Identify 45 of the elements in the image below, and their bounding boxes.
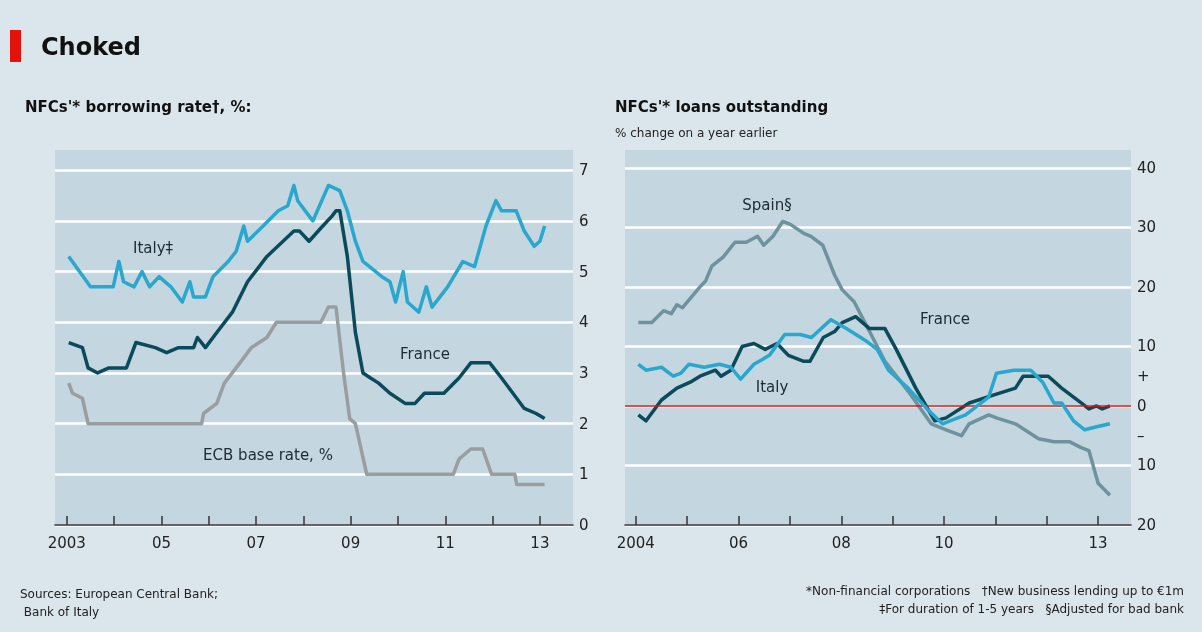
y-tick-label: 4 [579, 313, 589, 332]
x-tick-label: 07 [246, 533, 266, 552]
y-tick-label: 2 [579, 414, 589, 433]
series-label: France [400, 345, 450, 363]
series-label: Italy [755, 378, 789, 396]
y-tick-label: 5 [579, 262, 589, 281]
x-tick-label: 2003 [47, 533, 86, 552]
x-tick-label: 09 [341, 533, 361, 552]
series-label: Spain§ [742, 196, 792, 214]
y-tick-label: – [1137, 426, 1145, 445]
x-tick-label: 13 [1088, 533, 1108, 552]
chart-title: Choked [41, 33, 141, 61]
x-tick-label: 13 [530, 533, 550, 552]
series-label: Italy‡ [132, 239, 174, 257]
y-tick-label: 10 [1137, 456, 1157, 475]
x-tick-label: 05 [151, 533, 171, 552]
y-tick-label: 7 [579, 161, 589, 180]
y-tick-label: 6 [579, 211, 589, 230]
y-tick-label: 10 [1137, 337, 1157, 356]
y-tick-label: 20 [1137, 516, 1157, 534]
y-tick-label: 40 [1137, 158, 1157, 177]
line-series [66, 209, 547, 421]
x-tick-label: 08 [831, 533, 851, 552]
text: *Non-financial corporations †New business lending up to €1m [806, 584, 1185, 598]
chart-subtitle: NFCs'* borrowing rate†, %: [25, 97, 252, 116]
x-tick-label: 06 [728, 533, 749, 552]
text: ‡For duration of 1-5 years §Adjusted for bad bank [879, 602, 1185, 616]
line-series [66, 183, 547, 314]
y-tick-label: 30 [1137, 218, 1157, 237]
y-tick-label: + [1137, 367, 1150, 386]
chart-subtitle: % change on a year earlier [615, 126, 778, 140]
x-tick-label: 10 [934, 533, 954, 552]
text: France [920, 310, 970, 328]
line-series [636, 219, 1112, 497]
y-tick-label: 1 [579, 465, 589, 484]
y-tick-label: 3 [579, 363, 589, 382]
x-tick-label: 2004 [616, 533, 655, 552]
y-tick-label: 20 [1137, 277, 1157, 296]
source-note: Sources: European Central Bank; Bank of Italy [20, 587, 218, 619]
y-tick-label: 0 [1137, 396, 1147, 415]
line-series [66, 305, 547, 487]
series-label: ECB base rate, % [203, 446, 333, 464]
x-tick-label: 11 [435, 533, 455, 552]
chart-title: NFCs'* loans outstanding [615, 97, 829, 116]
y-tick-label: 0 [579, 516, 589, 534]
